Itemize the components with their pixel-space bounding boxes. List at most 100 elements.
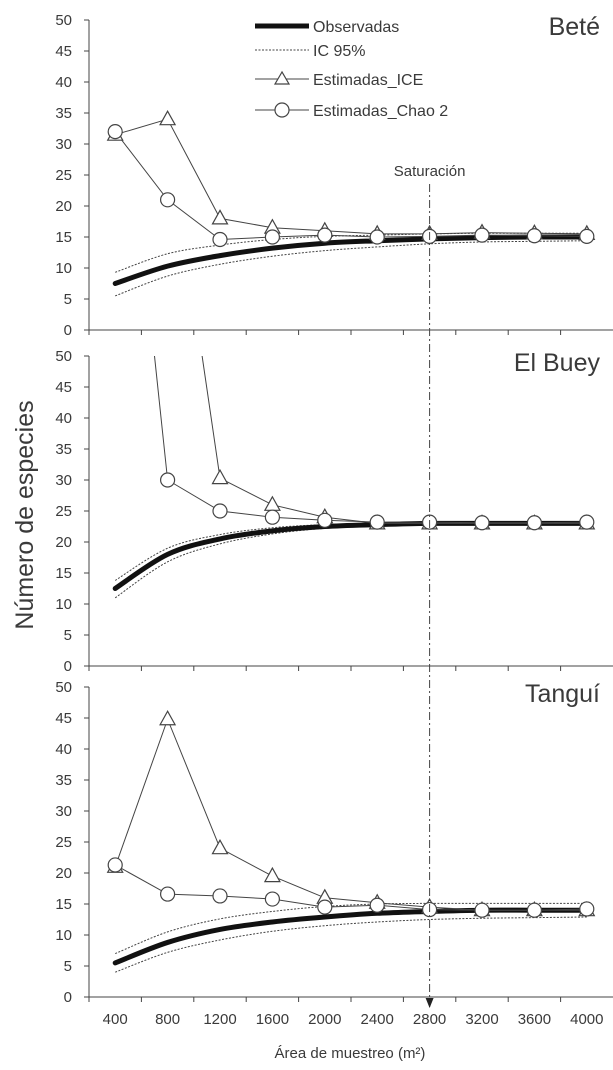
chao2-point <box>160 192 176 208</box>
y-tick-label: 0 <box>64 658 72 675</box>
x-tick-label: 2800 <box>413 1011 446 1028</box>
x-tick-label: 2000 <box>308 1011 341 1028</box>
chao2-point <box>160 886 176 902</box>
legend-label: Estimadas_ICE <box>313 72 423 89</box>
chao2-line <box>114 864 587 911</box>
y-axis-title: Número de especies <box>11 400 39 629</box>
y-tick-label: 25 <box>55 834 72 851</box>
panel-1: 0 5 10 15 20 25 30 35 40 45 50 El Buey <box>55 348 613 675</box>
legend-label: Estimadas_Chao 2 <box>313 103 448 120</box>
ic95-upper-line <box>114 522 587 581</box>
y-tick-label: 35 <box>55 105 72 122</box>
legend-label: IC 95% <box>313 43 365 60</box>
chao2-point <box>526 515 543 531</box>
chao2-point <box>369 514 385 530</box>
chao2-line <box>114 131 587 240</box>
y-tick-label: 45 <box>55 43 72 60</box>
panel-0: 0 5 10 15 20 25 30 35 40 45 50 Beté <box>55 12 613 339</box>
x-tick-label: 1600 <box>256 1011 289 1028</box>
x-tick-label: 800 <box>155 1011 180 1028</box>
chao2-point <box>317 512 333 528</box>
chao2-point <box>474 902 490 918</box>
y-tick-label: 25 <box>55 503 72 520</box>
chao2-point <box>317 899 333 915</box>
chao2-point <box>264 891 280 907</box>
ice-line <box>115 118 587 235</box>
legend-circle-icon <box>274 102 290 118</box>
panel-plot-area <box>106 109 596 297</box>
y-tick-label: 10 <box>55 260 72 277</box>
x-tick-label: 400 <box>103 1011 128 1028</box>
x-tick-label: 3600 <box>518 1011 551 1028</box>
panel-title: Tanguí <box>525 680 600 708</box>
chao2-point <box>579 228 595 244</box>
chao2-point <box>160 472 176 488</box>
y-tick-label: 0 <box>64 989 72 1006</box>
chao2-point <box>264 509 280 525</box>
ice-point <box>211 838 229 855</box>
y-tick-label: 45 <box>55 379 72 396</box>
panel-title: El Buey <box>514 349 601 377</box>
chao2-point <box>579 514 595 530</box>
chao2-point <box>369 897 385 913</box>
ice-point <box>159 109 177 126</box>
y-tick-label: 5 <box>64 958 72 975</box>
y-tick-label: 50 <box>55 12 72 29</box>
chao2-point <box>264 229 280 245</box>
y-tick-label: 20 <box>55 865 72 882</box>
y-tick-label: 5 <box>64 627 72 644</box>
x-tick-label: 1200 <box>203 1011 236 1028</box>
legend-label: Observadas <box>313 19 399 36</box>
y-tick-label: 45 <box>55 710 72 727</box>
chao2-point <box>369 229 385 245</box>
panel-plot-area <box>112 356 596 599</box>
ice-point <box>211 468 229 485</box>
chao2-point <box>474 515 490 531</box>
panel-2: 0 5 10 15 20 25 30 35 40 45 50 Tanguí <box>55 679 613 1006</box>
panel-title: Beté <box>549 13 600 41</box>
chao2-point <box>107 857 123 873</box>
chao2-line <box>153 356 587 524</box>
y-tick-label: 10 <box>55 927 72 944</box>
ice-point <box>211 209 229 225</box>
ice-line <box>201 356 587 524</box>
chao2-point <box>317 227 333 243</box>
x-tick-label: 3200 <box>465 1011 498 1028</box>
saturation-label: Saturación <box>394 163 466 180</box>
ice-point <box>159 710 177 726</box>
chao2-point <box>474 227 490 243</box>
x-axis-title: Área de muestreo (m²) <box>275 1045 426 1062</box>
y-tick-label: 35 <box>55 441 72 458</box>
legend: Observadas IC 95% Estimadas_ICE Estimadas_C… <box>255 19 448 120</box>
overlay-layer: 400 800 1200 1600 2000 2400 2800 3200 3600 4000Nú… <box>11 19 603 1062</box>
ice-point <box>263 866 281 883</box>
y-tick-label: 20 <box>55 534 72 551</box>
x-tick-label: 4000 <box>570 1011 603 1028</box>
y-tick-label: 50 <box>55 348 72 365</box>
y-tick-label: 40 <box>55 74 72 91</box>
chao2-point <box>107 124 123 140</box>
panels-layer: 0 5 10 15 20 25 30 35 40 45 50 Beté 0 5 10 15 20 25 30 35 40… <box>55 12 613 1006</box>
y-tick-label: 30 <box>55 803 72 820</box>
ice-line <box>114 717 587 911</box>
y-tick-label: 40 <box>55 741 72 758</box>
y-tick-label: 25 <box>55 167 72 184</box>
panel-plot-area <box>106 710 596 973</box>
chao2-point <box>526 228 543 244</box>
y-tick-label: 10 <box>55 596 72 613</box>
y-tick-label: 50 <box>55 679 72 696</box>
y-tick-label: 5 <box>64 291 72 308</box>
y-tick-label: 30 <box>55 472 72 489</box>
legend-triangle-icon <box>273 70 291 85</box>
ice-point <box>263 495 281 511</box>
ic95-lower-line <box>114 522 587 599</box>
y-tick-label: 15 <box>55 565 72 582</box>
ic95-upper-line <box>115 902 587 955</box>
ic95-lower-line <box>115 916 587 973</box>
chao2-point <box>212 503 228 519</box>
chao2-point <box>579 901 595 917</box>
observed-line <box>112 520 590 591</box>
chao2-point <box>212 231 228 248</box>
y-tick-label: 15 <box>55 229 72 246</box>
